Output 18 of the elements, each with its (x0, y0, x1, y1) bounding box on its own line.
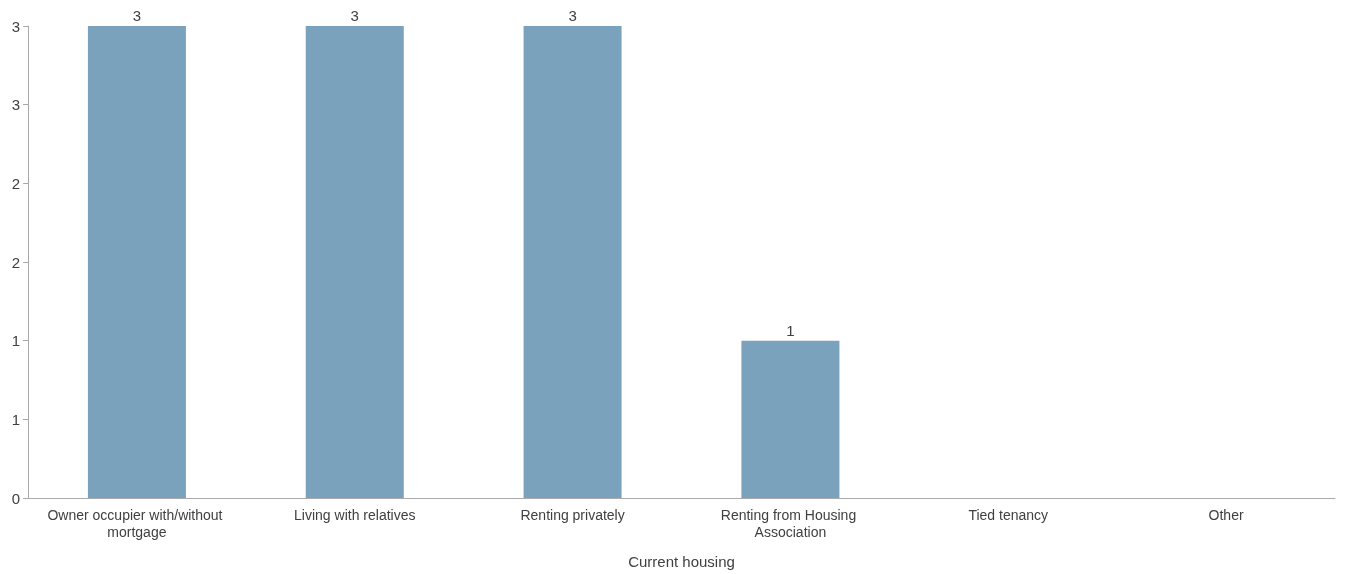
y-tick-label: 1 (11, 332, 20, 350)
y-tick-label: 1 (11, 410, 20, 428)
y-tick-label: 3 (11, 17, 20, 35)
data-label: 1 (786, 321, 795, 339)
x-axis-title: Current housing (628, 553, 735, 570)
data-label: 3 (568, 7, 577, 24)
x-tick-label: Renting from Housing Association (720, 506, 861, 540)
data-label: 3 (132, 7, 142, 24)
x-tick-label: Other (1208, 506, 1244, 523)
data-label: 3 (350, 7, 359, 24)
y-tick-label: 3 (11, 96, 20, 114)
y-tick-label: 2 (11, 174, 20, 192)
y-tick-label: 2 (11, 253, 20, 271)
x-tick-label: Renting privately (520, 506, 625, 523)
y-tick-label: 0 (11, 489, 20, 507)
x-tick-label: Living with relatives (294, 506, 416, 523)
x-tick-label: Owner occupier with/without mortgage (47, 506, 227, 540)
x-tick-label: Tied tenancy (968, 506, 1049, 523)
